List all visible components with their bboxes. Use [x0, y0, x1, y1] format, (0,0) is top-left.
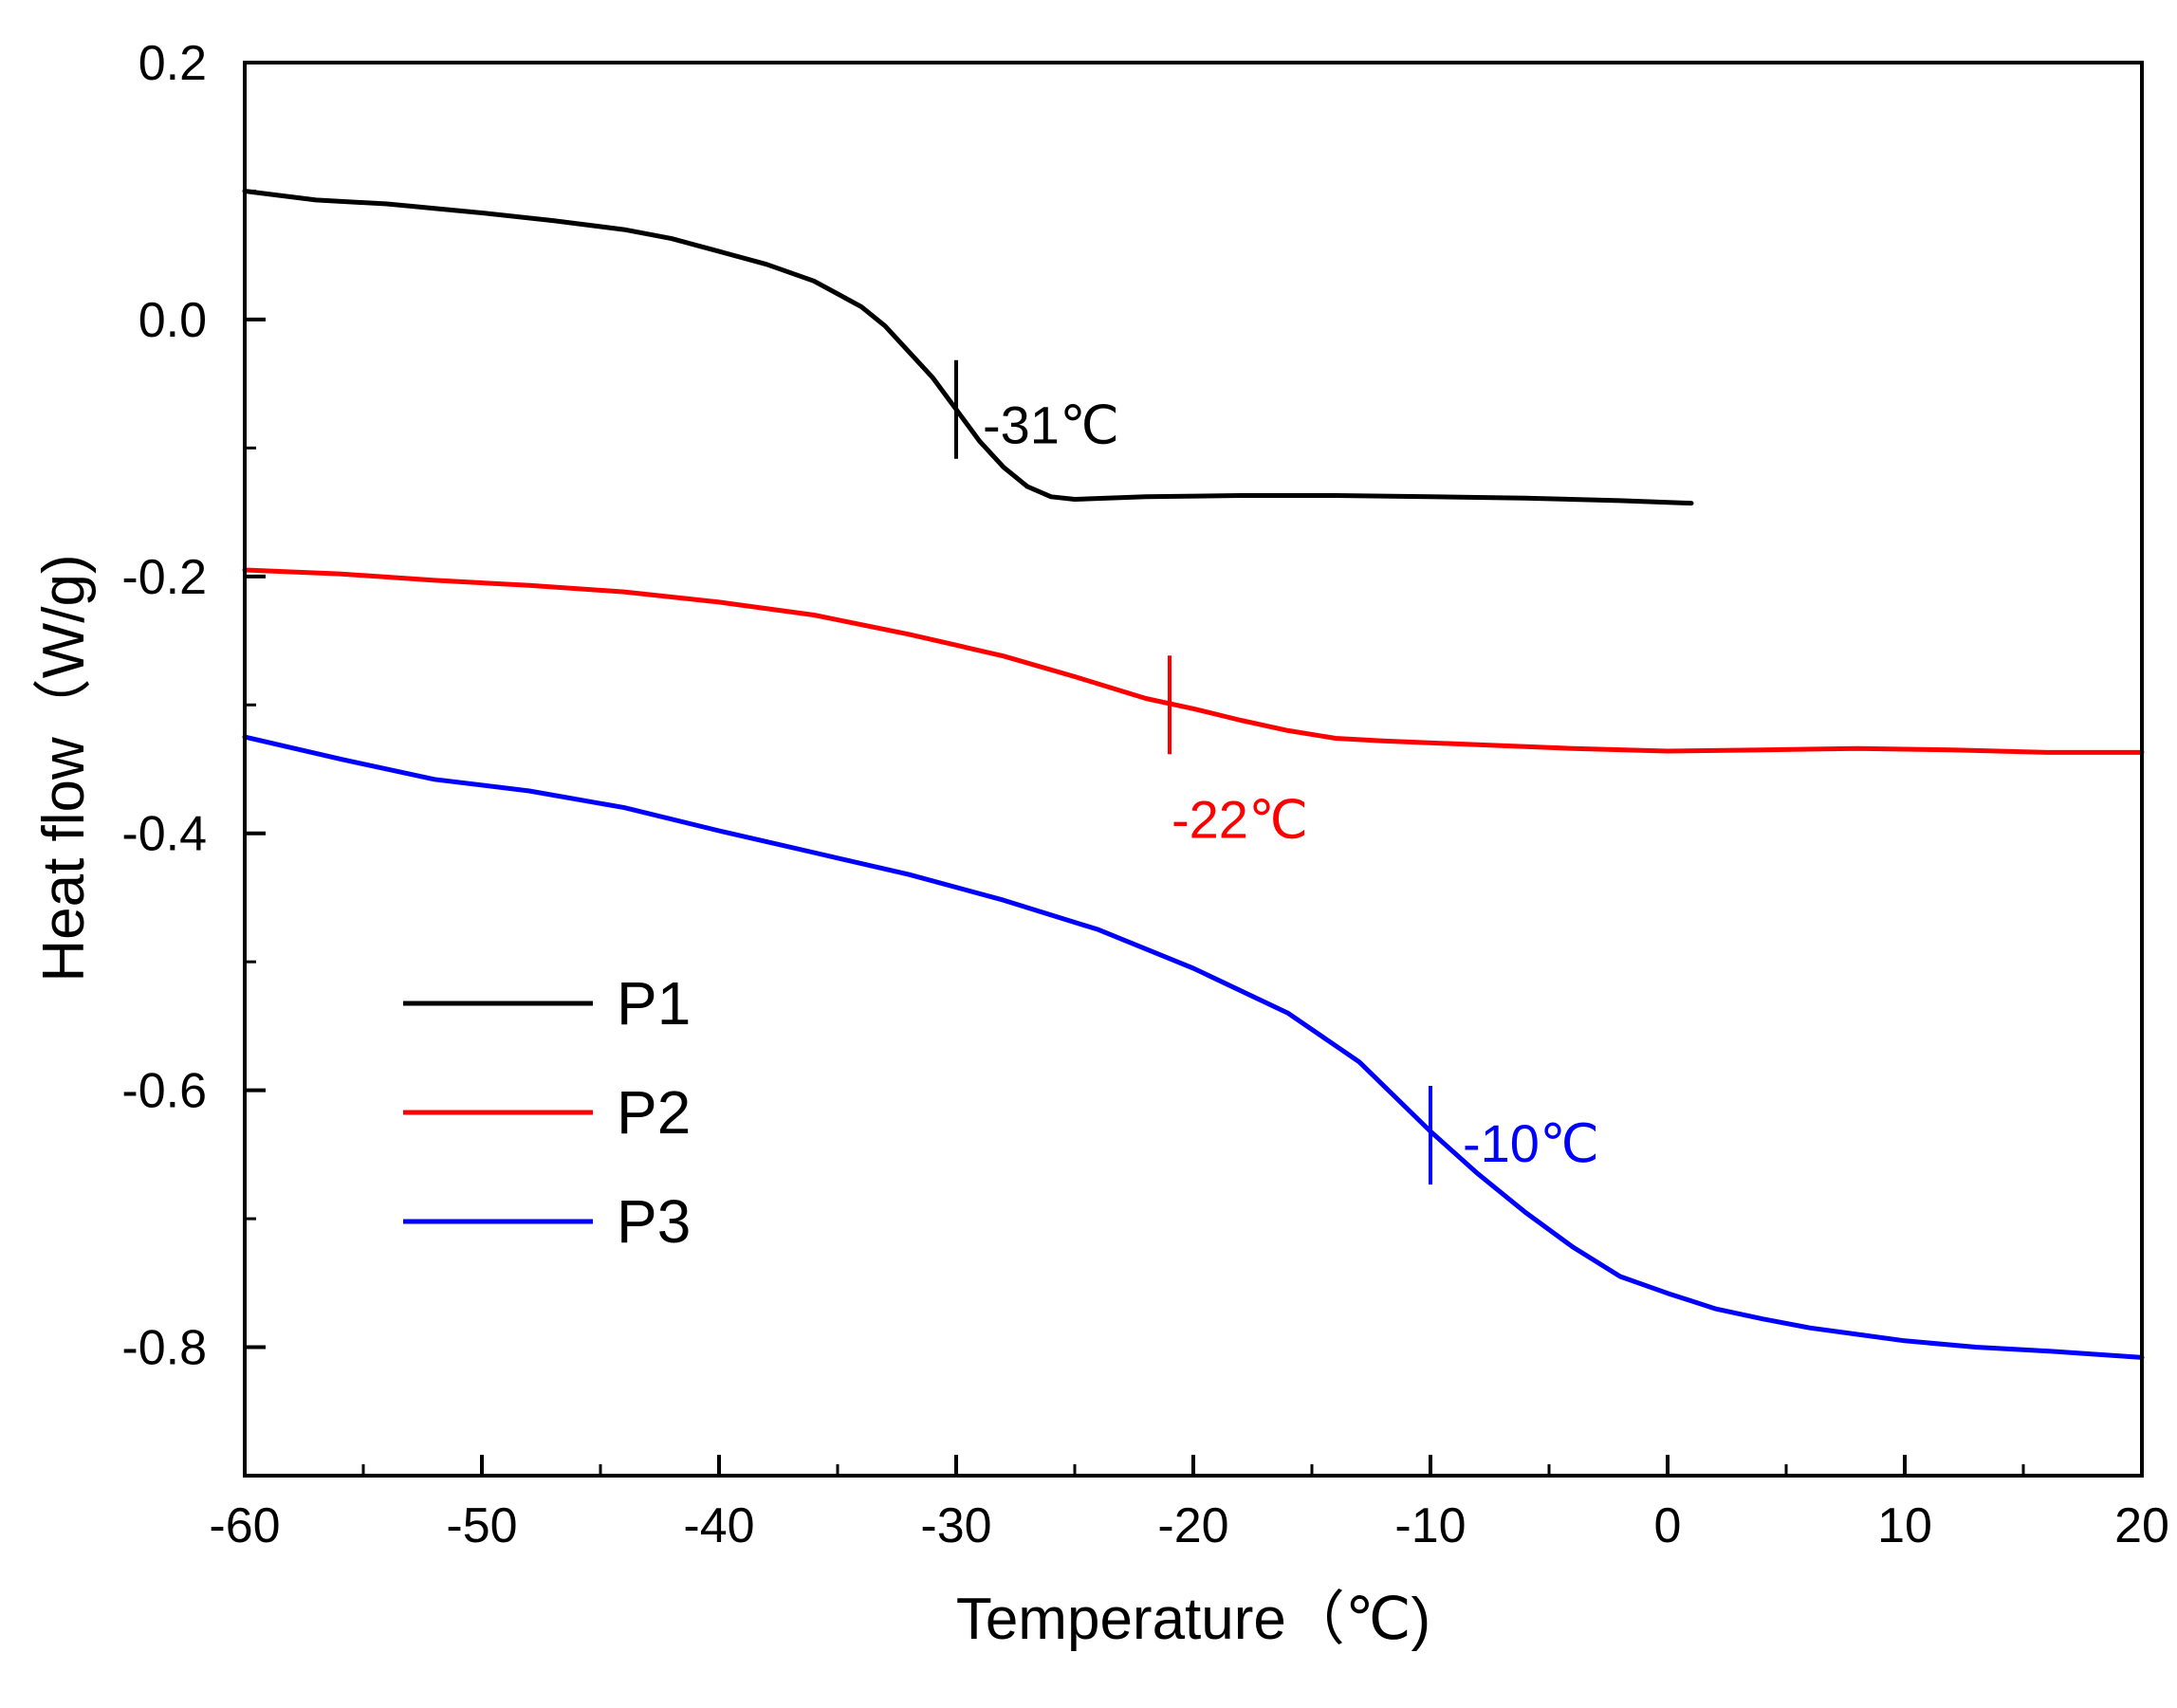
x-axis-title: Temperature（℃)	[956, 1587, 1430, 1652]
legend-label-p2: P2	[617, 1078, 691, 1147]
plot-frame	[243, 61, 2144, 1478]
x-axis: -60 -50 -40 -30 -20 -10 0 10 20	[209, 1455, 2169, 1553]
y-axis-title: Heat flow（W/g)	[31, 554, 97, 982]
x-tick-label: 0	[1654, 1498, 1682, 1553]
legend-label-p3: P3	[617, 1187, 691, 1256]
y-tick-label: -0.2	[121, 550, 207, 605]
x-tick-label: -10	[1394, 1498, 1466, 1553]
x-tick-label: -20	[1157, 1498, 1228, 1553]
x-tick-label: -50	[446, 1498, 517, 1553]
transition-label-p3: -10℃	[1463, 1113, 1599, 1173]
y-tick-label: -0.6	[121, 1064, 207, 1119]
x-tick-label: 10	[1877, 1498, 1932, 1553]
y-tick-label: -0.8	[121, 1321, 207, 1376]
legend-label-p1: P1	[617, 969, 691, 1038]
x-tick-label: -30	[920, 1498, 991, 1553]
y-tick-label: 0.0	[138, 293, 207, 348]
y-tick-label: 0.2	[138, 36, 207, 91]
y-axis: 0.2 0.0 -0.2 -0.4 -0.6 -0.8	[121, 36, 266, 1376]
marker-layer: -31℃ -22℃ -10℃	[954, 359, 1599, 1185]
series-line-p2	[242, 567, 2145, 755]
series-layer	[242, 189, 2145, 1360]
transition-label-p1: -31℃	[983, 395, 1119, 455]
y-tick-label: -0.4	[121, 807, 207, 862]
series-line-p1	[242, 189, 1694, 506]
x-tick-label: -60	[209, 1498, 280, 1553]
x-tick-label: 20	[2114, 1498, 2169, 1553]
x-tick-label: -40	[683, 1498, 754, 1553]
transition-label-p2: -22℃	[1172, 789, 1308, 849]
legend: P1 P2 P3	[403, 969, 691, 1256]
